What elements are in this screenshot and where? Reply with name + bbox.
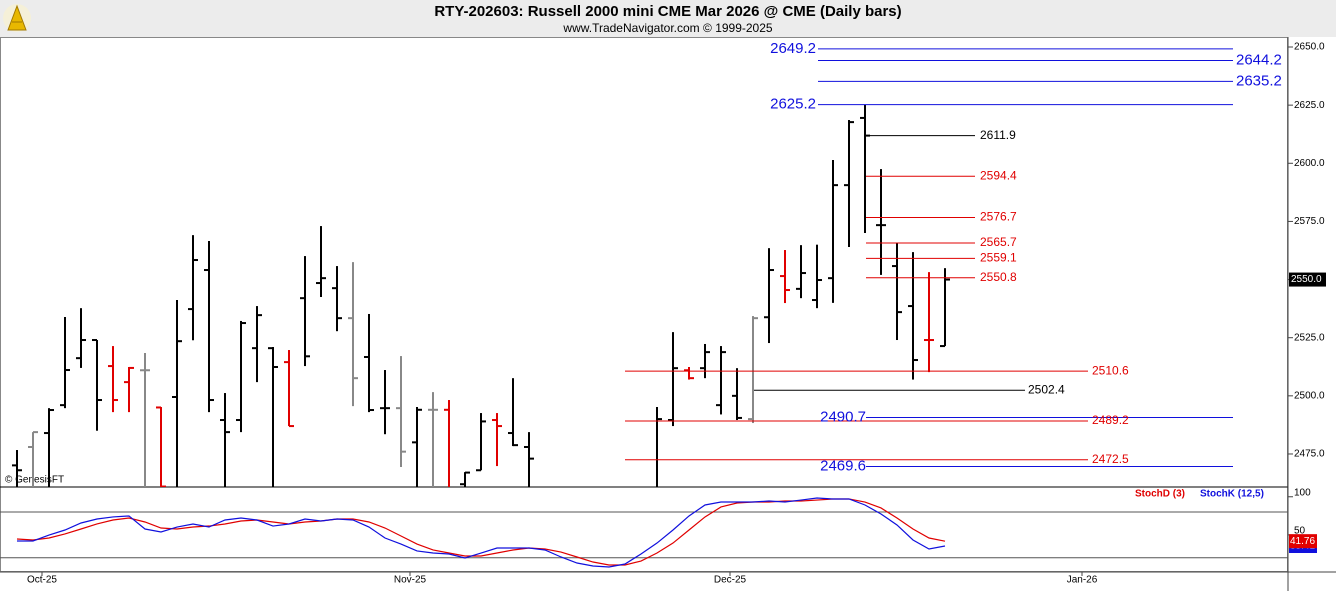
watermark: © GenesisFT [5,475,64,486]
x-tick-label: Dec-25 [714,575,747,586]
y-tick-label: 100 [1294,487,1311,498]
chart-subtitle: www.TradeNavigator.com © 1999-2025 [562,21,772,35]
stoch-line [16,498,946,566]
y-tick-label: 2475.0 [1294,449,1325,460]
y-tick-label: 2625.0 [1294,100,1325,111]
stoch-line [17,497,946,568]
last-price-label: 2550.0 [1291,274,1322,285]
y-tick-label: 2575.0 [1294,216,1325,227]
overlay: 2650.0 2625.0 2600.0 2575.0 2550.0 2525.0 2500… [27,40,1326,586]
level-label: 2550.8 [980,270,1017,284]
level-label: 2625.2 [770,96,816,113]
level-label: 2489.2 [1092,413,1129,427]
level-label: 2490.7 [820,408,866,425]
y-tick-label: 2525.0 [1294,332,1325,343]
level-label: 2635.2 [1236,72,1282,89]
last-value-box [1289,534,1317,549]
legend-entry: StochK (12,5) [1200,489,1264,500]
level-label: 2472.5 [1092,452,1129,466]
last-value-label: 41.76 [1290,536,1315,547]
level-label: 2502.4 [1028,382,1065,396]
y-tick-label: 2500.0 [1294,390,1325,401]
x-tick-label: Nov-25 [394,575,427,586]
level-label: 2576.7 [980,210,1017,224]
level-label: 2594.4 [980,168,1017,182]
x-tick-label: Jan-26 [1067,575,1098,586]
y-tick-label: 2600.0 [1294,158,1325,169]
x-tick-label: Oct-25 [27,575,57,586]
legend-entry: StochD (3) [1135,489,1185,500]
stoch-panel [0,497,1288,568]
header-bg [0,0,1336,37]
level-label: 2649.2 [770,40,816,57]
price-panel [12,48,1233,487]
last-price-box [1289,272,1326,287]
logo [3,4,31,32]
chart-title: RTY-202603: Russell 2000 mini CME Mar 20… [434,3,901,20]
level-label: 2559.1 [980,251,1017,265]
level-label: 2611.9 [980,128,1016,142]
y-tick-label: 50 [1294,526,1306,537]
y-tick-label: 2650.0 [1294,42,1325,53]
level-label: 2565.7 [980,235,1017,249]
level-label: 2510.6 [1092,363,1129,377]
level-label: 2469.6 [820,458,866,475]
level-label: 2644.2 [1236,51,1282,68]
